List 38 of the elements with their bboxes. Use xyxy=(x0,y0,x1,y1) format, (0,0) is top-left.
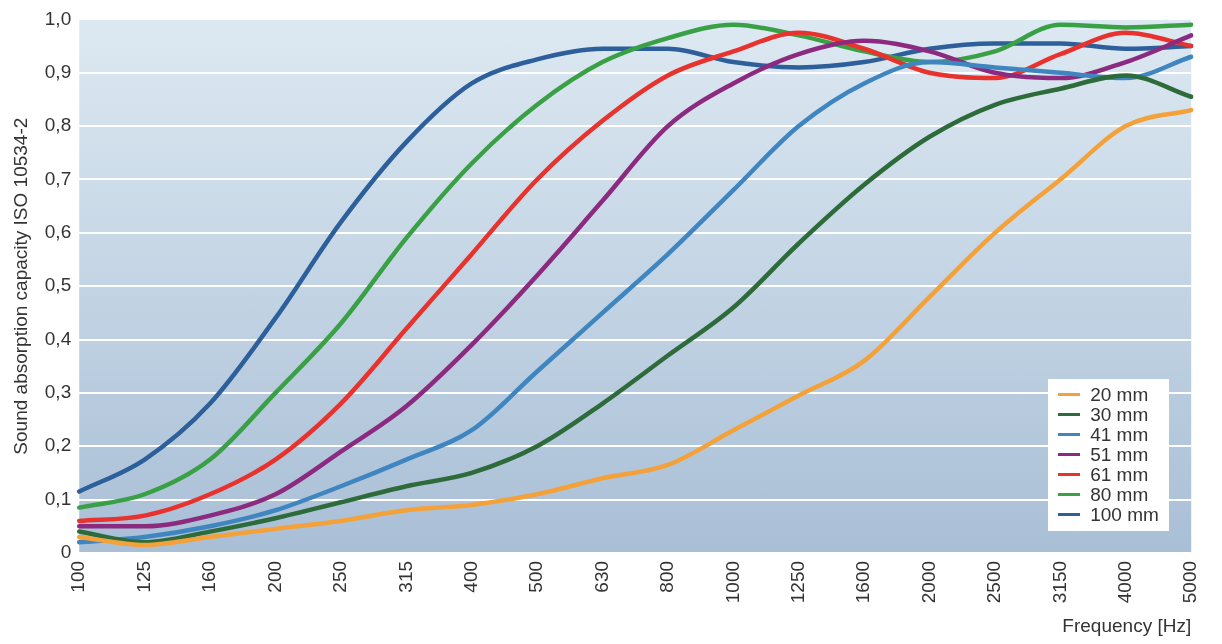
x-tick-label: 2000 xyxy=(917,560,939,604)
y-tick-label: 0,5 xyxy=(44,274,72,296)
x-tick-label: 315 xyxy=(394,560,416,593)
y-tick-label: 0 xyxy=(60,541,72,563)
y-tick-label: 0,1 xyxy=(44,487,72,509)
x-tick-label: 1000 xyxy=(721,560,743,604)
y-tick-label: 0,8 xyxy=(44,114,72,136)
x-tick-label: 1250 xyxy=(786,560,808,604)
y-tick-label: 0,2 xyxy=(44,434,72,456)
legend-label: 61 mm xyxy=(1090,463,1149,486)
x-tick-label: 250 xyxy=(329,560,351,593)
y-tick-label: 1,0 xyxy=(44,7,72,29)
y-tick-label: 0,3 xyxy=(44,381,72,403)
legend-label: 41 mm xyxy=(1090,423,1149,446)
x-tick-label: 100 xyxy=(67,560,89,593)
legend-label: 51 mm xyxy=(1090,443,1149,466)
legend-label: 100 mm xyxy=(1090,503,1159,526)
y-tick-label: 0,7 xyxy=(44,167,72,189)
y-tick-label: 0,6 xyxy=(44,221,72,243)
x-tick-label: 5000 xyxy=(1179,560,1201,604)
x-axis-title: Frequency [Hz] xyxy=(1062,614,1192,636)
x-tick-label: 3150 xyxy=(1048,560,1070,604)
x-tick-label: 800 xyxy=(656,560,678,593)
x-tick-label: 2500 xyxy=(983,560,1005,604)
x-tick-label: 500 xyxy=(525,560,547,593)
x-tick-label: 125 xyxy=(132,560,154,593)
legend-label: 20 mm xyxy=(1090,383,1149,406)
x-tick-label: 160 xyxy=(198,560,220,593)
x-tick-label: 200 xyxy=(263,560,285,593)
x-tick-label: 400 xyxy=(459,560,481,593)
x-tick-label: 630 xyxy=(590,560,612,593)
legend-label: 30 mm xyxy=(1090,403,1149,426)
y-axis-title: Sound absorption capacity ISO 10534-2 xyxy=(9,117,31,455)
y-tick-label: 0,4 xyxy=(44,327,72,349)
x-tick-label: 1600 xyxy=(852,560,874,604)
legend-label: 80 mm xyxy=(1090,483,1149,506)
x-tick-label: 4000 xyxy=(1114,560,1136,604)
y-tick-label: 0,9 xyxy=(44,60,72,82)
